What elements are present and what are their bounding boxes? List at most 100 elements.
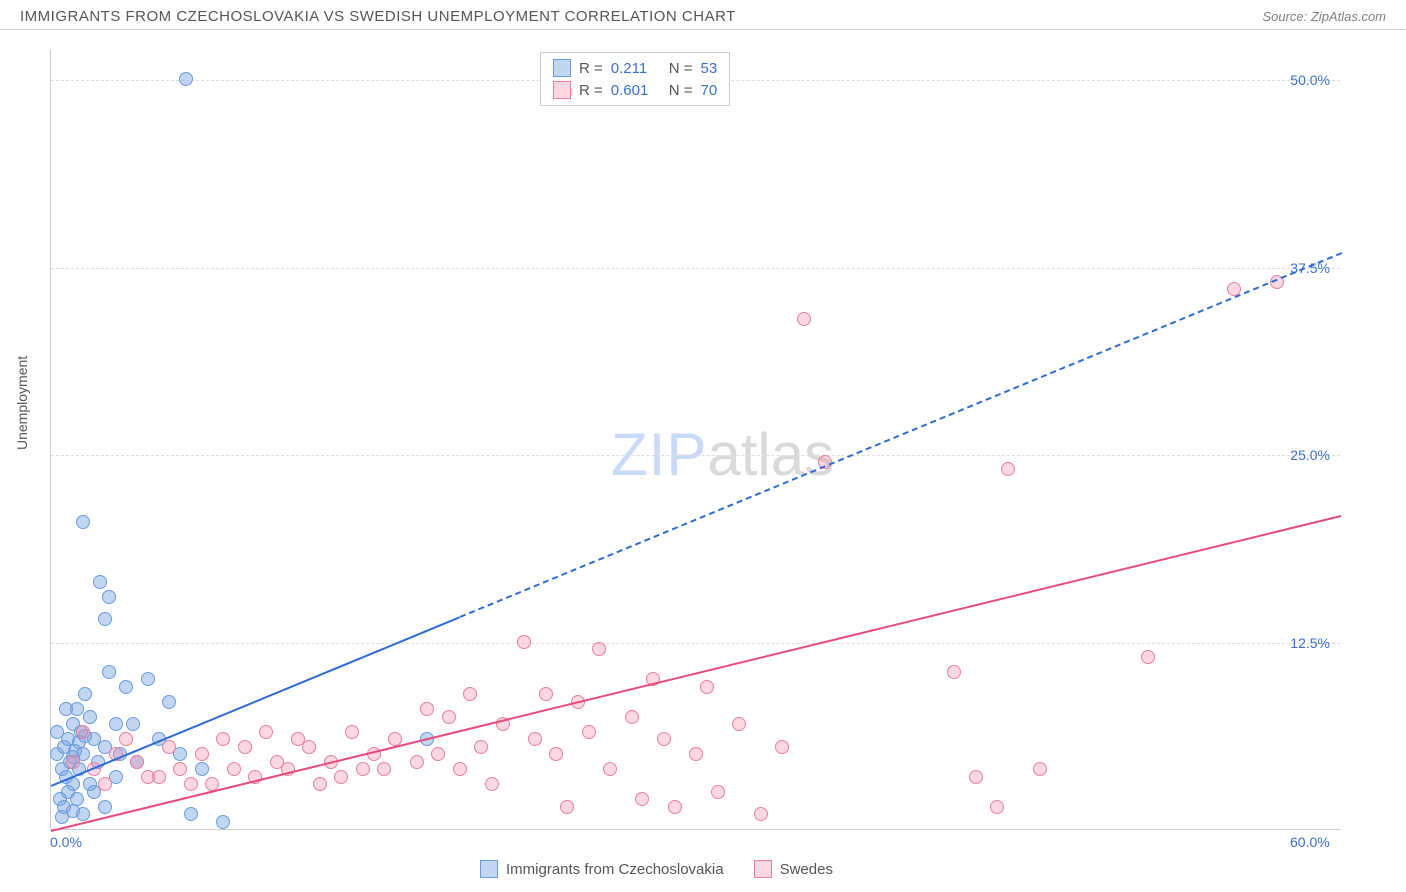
data-point [78,687,92,701]
legend-series-label: Swedes [780,861,833,878]
data-point [76,515,90,529]
legend-swatch [553,59,571,77]
y-axis-label: Unemployment [14,356,30,450]
data-point [1141,650,1155,664]
data-point [162,695,176,709]
data-point [463,687,477,701]
data-point [141,770,155,784]
r-label: R = [579,60,603,77]
n-label: N = [669,60,693,77]
data-point [238,740,252,754]
legend-swatch [754,860,772,878]
data-point [797,312,811,326]
data-point [1001,462,1015,476]
gridline [51,268,1340,269]
data-point [76,725,90,739]
data-point [549,747,563,761]
data-point [93,575,107,589]
data-point [98,800,112,814]
data-point [990,800,1004,814]
data-point [109,717,123,731]
data-point [377,762,391,776]
data-point [83,710,97,724]
x-tick-label: 60.0% [1290,834,1330,850]
data-point [453,762,467,776]
data-point [603,762,617,776]
data-point [102,665,116,679]
n-value: 70 [701,82,718,99]
data-point [216,732,230,746]
data-point [50,725,64,739]
y-tick-label: 50.0% [1290,72,1330,88]
data-point [969,770,983,784]
data-point [66,804,80,818]
legend-series-item: Swedes [754,860,833,878]
data-point [130,755,144,769]
data-point [162,740,176,754]
data-point [98,612,112,626]
data-point [517,635,531,649]
data-point [119,680,133,694]
correlation-legend: R = 0.211 N = 53 R = 0.601 N = 70 [540,52,730,106]
legend-swatch [480,860,498,878]
n-value: 53 [701,60,718,77]
data-point [528,732,542,746]
data-point [560,800,574,814]
data-point [689,747,703,761]
data-point [227,762,241,776]
data-point [1033,762,1047,776]
legend-stat-row: R = 0.601 N = 70 [553,79,717,101]
trend-line [51,515,1341,832]
series-legend: Immigrants from Czechoslovakia Swedes [480,860,833,878]
r-value: 0.211 [611,60,661,77]
data-point [291,732,305,746]
legend-stat-row: R = 0.211 N = 53 [553,57,717,79]
y-tick-label: 12.5% [1290,635,1330,651]
legend-series-item: Immigrants from Czechoslovakia [480,860,724,878]
data-point [474,740,488,754]
trend-line [459,253,1341,619]
data-point [700,680,714,694]
y-tick-label: 25.0% [1290,447,1330,463]
data-point [592,642,606,656]
data-point [485,777,499,791]
data-point [775,740,789,754]
data-point [625,710,639,724]
data-point [66,755,80,769]
data-point [98,777,112,791]
data-point [657,732,671,746]
r-value: 0.601 [611,82,661,99]
x-tick-label: 0.0% [50,834,82,850]
chart-area: Unemployment ZIPatlas 12.5%25.0%37.5%50.… [0,30,1406,882]
data-point [259,725,273,739]
data-point [184,777,198,791]
title-bar: IMMIGRANTS FROM CZECHOSLOVAKIA VS SWEDIS… [0,0,1406,30]
data-point [59,702,73,716]
data-point [947,665,961,679]
data-point [119,732,133,746]
data-point [126,717,140,731]
data-point [668,800,682,814]
r-label: R = [579,82,603,99]
data-point [334,770,348,784]
data-point [173,762,187,776]
gridline [51,643,1340,644]
data-point [216,815,230,829]
data-point [195,762,209,776]
data-point [431,747,445,761]
data-point [410,755,424,769]
data-point [442,710,456,724]
data-point [313,777,327,791]
data-point [711,785,725,799]
n-label: N = [669,82,693,99]
data-point [420,702,434,716]
chart-title: IMMIGRANTS FROM CZECHOSLOVAKIA VS SWEDIS… [20,8,736,25]
gridline [51,455,1340,456]
data-point [732,717,746,731]
data-point [345,725,359,739]
plot-region: ZIPatlas 12.5%25.0%37.5%50.0% [50,50,1340,830]
data-point [582,725,596,739]
data-point [635,792,649,806]
data-point [356,762,370,776]
legend-series-label: Immigrants from Czechoslovakia [506,861,724,878]
